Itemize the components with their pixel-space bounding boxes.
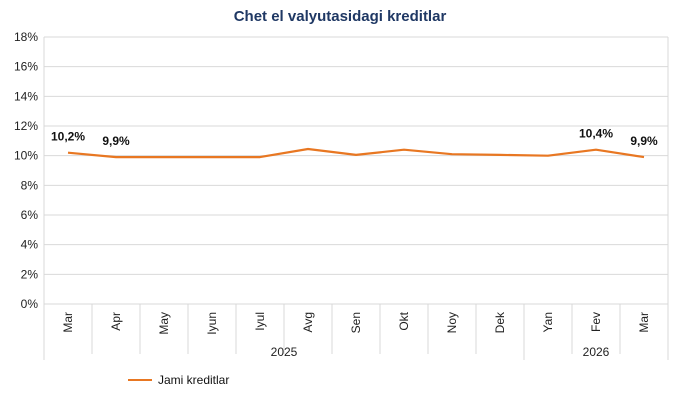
y-tick-label: 14% — [14, 89, 38, 103]
y-tick-label: 12% — [14, 119, 38, 133]
x-tick-label: Iyul — [253, 312, 267, 331]
y-tick-label: 4% — [21, 238, 39, 252]
x-tick-label: Mar — [637, 312, 651, 333]
x-tick-label: Fev — [589, 312, 603, 332]
chart-title: Chet el valyutasidagi kreditlar — [233, 8, 447, 25]
x-tick-label: Dek — [493, 311, 507, 333]
x-tick-label: Mar — [61, 312, 75, 333]
y-tick-label: 10% — [14, 149, 38, 163]
y-tick-label: 2% — [21, 267, 39, 281]
series-line — [67, 147, 645, 159]
x-tick-label: Apr — [109, 312, 123, 331]
data-label: 9,9% — [102, 134, 130, 148]
y-tick-label: 0% — [21, 297, 39, 311]
gridlines — [43, 36, 669, 305]
y-tick-label: 6% — [21, 208, 39, 222]
x-tick-label: Okt — [397, 311, 411, 330]
year-label: 2026 — [583, 345, 610, 359]
year-label: 2025 — [271, 345, 298, 359]
x-tick-label: Yan — [541, 312, 555, 332]
y-axis: 0% 2% 4% 6% 8% 10% 12% 14% 16% 18% — [14, 30, 38, 311]
x-tick-label: Avg — [301, 312, 315, 332]
legend: Jami kreditlar — [128, 373, 229, 387]
x-tick-label: May — [157, 312, 171, 335]
x-tick-label: Noy — [445, 312, 459, 333]
y-tick-label: 8% — [21, 178, 39, 192]
x-tick-label: Iyun — [205, 312, 219, 335]
data-label: 10,2% — [51, 130, 85, 144]
data-labels: 10,2% 9,9% 10,4% 9,9% — [51, 127, 658, 148]
legend-swatch — [128, 379, 152, 381]
y-tick-label: 18% — [14, 30, 38, 44]
data-label: 9,9% — [630, 134, 658, 148]
data-label: 10,4% — [579, 127, 613, 141]
x-tick-label: Sen — [349, 312, 363, 333]
x-axis: 2025 2026 Mar Apr May Iyun Iyul Avg Sen Okt Noy Dek… — [43, 304, 669, 360]
y-tick-label: 16% — [14, 60, 38, 74]
legend-label: Jami kreditlar — [158, 373, 230, 387]
series-layer — [67, 147, 645, 159]
